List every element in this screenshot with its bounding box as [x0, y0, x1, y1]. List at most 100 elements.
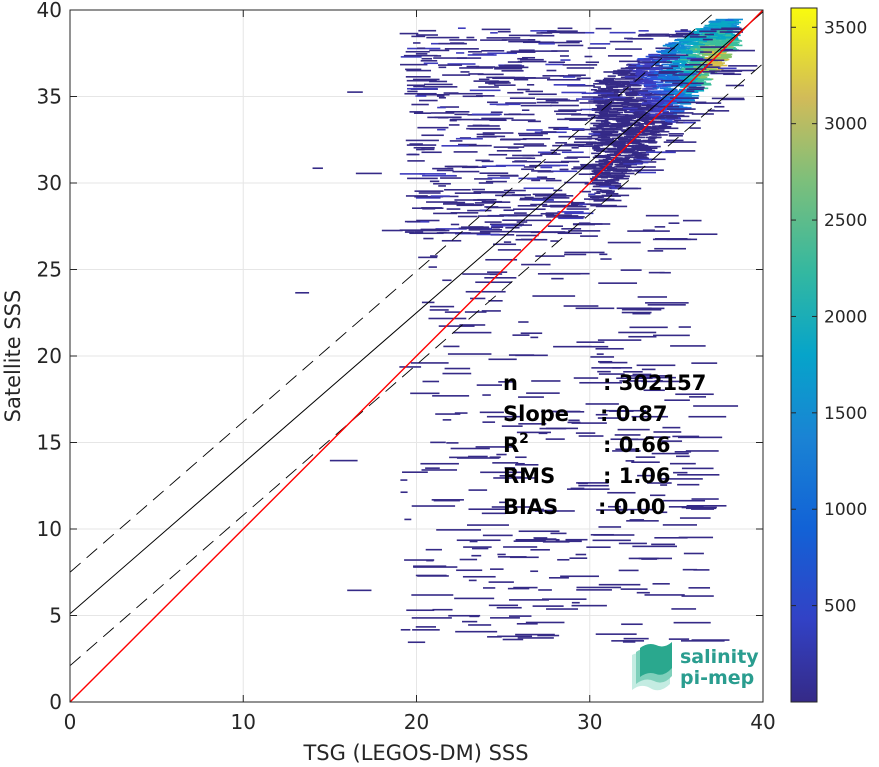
density-cell [579, 345, 609, 348]
density-cell [413, 146, 435, 149]
density-cell [600, 175, 616, 178]
density-cell [618, 91, 633, 93]
density-cell [535, 255, 565, 257]
density-cell [543, 201, 574, 203]
density-cell [487, 177, 510, 179]
density-cell [692, 43, 705, 46]
density-cell [606, 110, 619, 112]
density-cell [669, 69, 682, 72]
density-cell [637, 61, 672, 63]
density-cell [638, 71, 655, 74]
x-tick-label: 20 [404, 710, 429, 734]
density-cell [668, 133, 684, 135]
density-cell [429, 180, 440, 183]
density-cell [679, 39, 687, 42]
density-cell [597, 90, 603, 92]
density-cell [517, 57, 528, 60]
density-cell [512, 208, 546, 211]
density-cell [706, 40, 716, 43]
density-cell [660, 114, 685, 117]
density-cell [617, 84, 626, 87]
density-cell [618, 108, 631, 111]
density-cell [638, 33, 652, 36]
density-cell [618, 96, 633, 99]
density-cell [673, 60, 682, 63]
density-cell [530, 30, 557, 32]
density-cell [576, 341, 605, 343]
density-cell [632, 70, 645, 72]
density-cell [456, 539, 501, 542]
density-cell [456, 204, 483, 207]
density-cell [672, 74, 689, 76]
density-cell [691, 362, 718, 364]
density-cell [540, 166, 553, 169]
density-cell [668, 506, 704, 508]
density-cell [468, 508, 506, 511]
density-cell [636, 68, 660, 71]
density-cell [444, 311, 461, 313]
density-cell [478, 78, 490, 81]
density-cell [473, 199, 495, 201]
density-cell [607, 183, 622, 185]
density-cell [605, 102, 629, 105]
density-cell [478, 182, 494, 184]
density-cell [564, 251, 605, 254]
density-cell [571, 146, 579, 149]
density-cell [657, 85, 673, 87]
density-cell [691, 58, 715, 61]
density-cell [420, 59, 438, 62]
density-cell [442, 74, 471, 76]
density-cell [715, 48, 723, 50]
density-cell [678, 536, 714, 539]
density-cell [600, 176, 608, 179]
density-cell [660, 54, 689, 56]
density-cell [647, 138, 656, 140]
density-cell [648, 105, 680, 108]
density-cell [525, 621, 565, 624]
density-cell [628, 335, 657, 338]
density-cell [674, 451, 692, 453]
density-cell [683, 121, 696, 124]
density-cell [381, 229, 403, 232]
density-cell [689, 46, 703, 48]
density-cell [452, 118, 462, 121]
density-cell [503, 113, 535, 116]
density-cell [600, 109, 609, 112]
density-cell [603, 71, 624, 73]
density-cell [420, 462, 459, 465]
density-cell [440, 106, 460, 108]
density-cell [675, 67, 682, 70]
density-cell [610, 161, 621, 164]
density-cell [600, 122, 612, 125]
density-cell [640, 149, 656, 152]
density-cell [630, 37, 652, 40]
density-cell [657, 51, 668, 53]
density-cell [468, 455, 488, 458]
density-cell [613, 82, 629, 84]
density-cell [437, 128, 446, 131]
density-cell [545, 63, 564, 66]
density-cell [616, 109, 627, 112]
density-cell [561, 151, 584, 154]
density-cell [648, 74, 659, 76]
density-cell [590, 356, 615, 358]
density-cell [473, 80, 499, 82]
density-cell [458, 227, 490, 230]
density-cell [622, 641, 636, 643]
density-cell [727, 18, 743, 21]
density-cell [723, 46, 734, 48]
density-cell [626, 130, 632, 132]
density-cell [418, 192, 441, 194]
density-cell [456, 52, 465, 54]
density-cell [433, 55, 442, 57]
density-cell [629, 99, 644, 101]
density-cell [518, 134, 543, 137]
density-cell [641, 368, 656, 371]
density-cell [487, 52, 517, 55]
density-cell [601, 191, 615, 194]
density-cell [347, 589, 372, 592]
density-cell [636, 364, 676, 367]
density-cell [591, 152, 601, 155]
density-cell [588, 100, 602, 102]
